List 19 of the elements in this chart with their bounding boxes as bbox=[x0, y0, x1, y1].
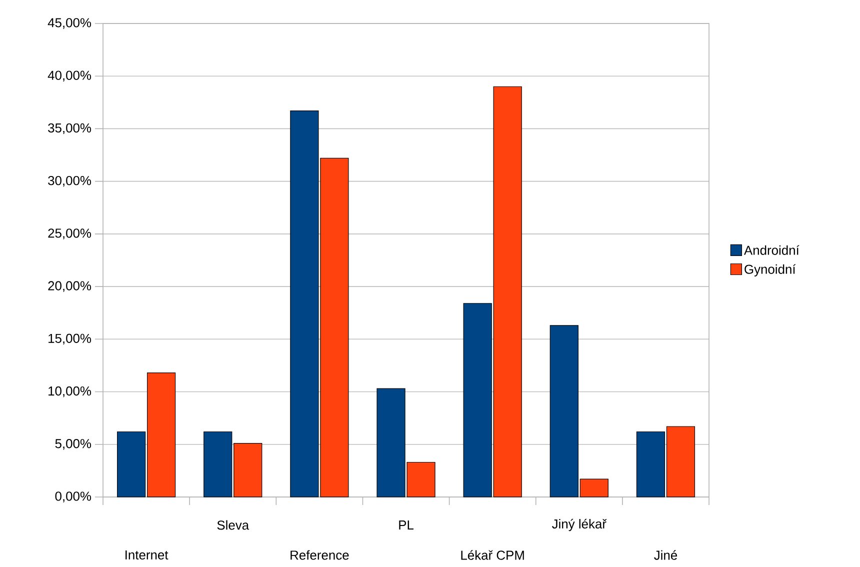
y-tick-label: 45,00% bbox=[48, 18, 92, 29]
y-tick-label: 10,00% bbox=[48, 386, 92, 398]
y-tick-label: 30,00% bbox=[48, 176, 92, 187]
y-tick-label: 15,00% bbox=[48, 334, 92, 344]
x-tick-label: PL bbox=[399, 520, 414, 530]
x-tick-label: Sleva bbox=[217, 520, 250, 530]
x-tick-label: Internet bbox=[126, 550, 168, 560]
legend-label: Androidní bbox=[744, 245, 800, 255]
y-tick-label: 40,00% bbox=[48, 70, 92, 82]
y-tick-label: 35,00% bbox=[48, 123, 92, 134]
y-tick-label: 5,00% bbox=[55, 439, 92, 450]
x-tick-label: Jiný lékař bbox=[552, 518, 607, 532]
x-tick-label: Jiné bbox=[654, 550, 678, 560]
y-tick-label: 25,00% bbox=[48, 228, 92, 240]
legend-label: Gynoidní bbox=[744, 264, 796, 276]
x-tick-label: Reference bbox=[290, 550, 349, 560]
y-tick-label: 0,00% bbox=[55, 492, 92, 502]
y-tick-label: 20,00% bbox=[48, 281, 92, 292]
x-tick-label: Lékař CPM bbox=[461, 550, 524, 560]
